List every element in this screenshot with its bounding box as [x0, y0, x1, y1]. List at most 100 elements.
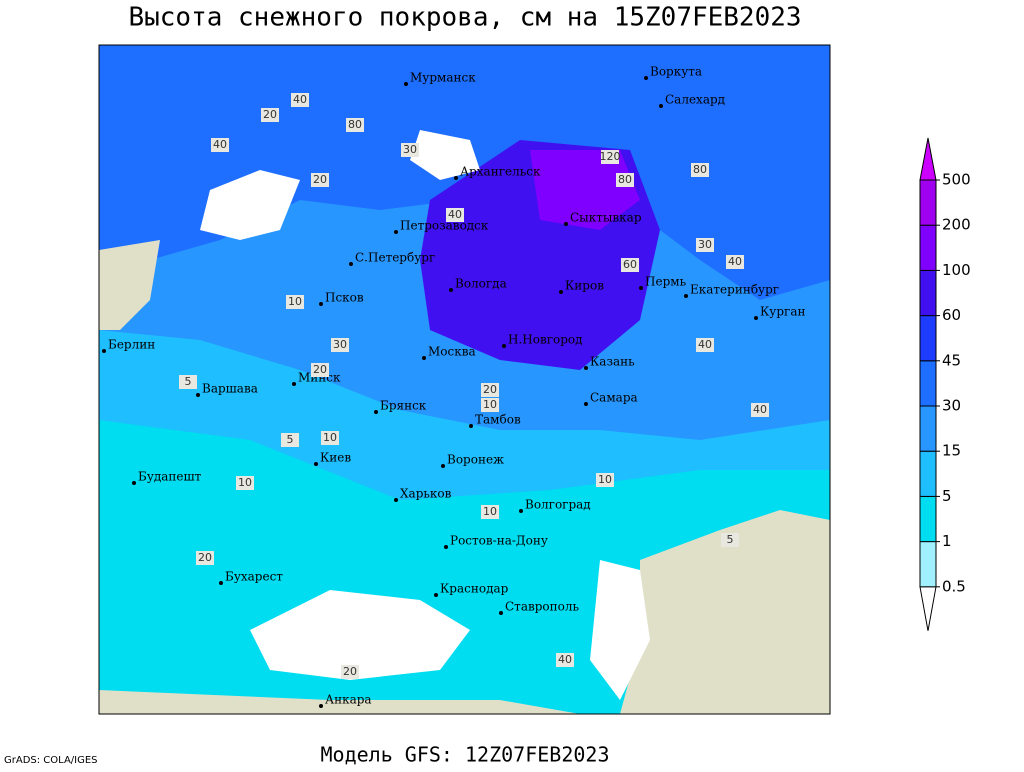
city-label: Архангельск: [460, 165, 541, 179]
contour-label: 40: [293, 93, 307, 106]
colorbar-label: 60: [942, 306, 961, 324]
city-dot: [422, 356, 426, 360]
contour-label: 30: [698, 238, 712, 251]
city-dot: [444, 545, 448, 549]
contour-label: 40: [753, 403, 767, 416]
city-dot: [502, 344, 506, 348]
city-label: Варшава: [202, 382, 258, 396]
contour-label-box: [401, 143, 419, 157]
contour-label: 10: [288, 295, 302, 308]
city-label: Бухарест: [225, 570, 283, 584]
contour-label-box: [179, 375, 197, 389]
contour-label: 120: [600, 150, 621, 163]
contour-label-box: [341, 665, 359, 679]
city-dot: [394, 230, 398, 234]
colorbar-swatch: [919, 405, 937, 452]
city-label: Брянск: [380, 399, 427, 413]
credit: GrADS: COLA/IGES: [4, 755, 98, 766]
colorbar-swatch: [919, 179, 937, 226]
city-dot: [441, 464, 445, 468]
contour-label: 10: [598, 473, 612, 486]
contour-label-box: [261, 108, 279, 122]
city-dot: [499, 611, 503, 615]
city-label: Киев: [320, 451, 351, 465]
contour-label-box: [751, 403, 769, 417]
city-dot: [469, 424, 473, 428]
colorbar-swatch: [919, 224, 937, 271]
city-dot: [449, 288, 453, 292]
city-label: Волгоград: [525, 498, 591, 512]
colorbar-label: 100: [942, 261, 971, 279]
city-dot: [292, 382, 296, 386]
colorbar-triangle: [919, 137, 937, 181]
city-label: Анкара: [325, 693, 372, 707]
city-dot: [374, 410, 378, 414]
contour-label: 5: [287, 433, 294, 446]
contour-label: 80: [618, 173, 632, 186]
contour-label: 20: [263, 108, 277, 121]
contour-label-box: [236, 476, 254, 490]
colorbar-label: 200: [942, 216, 971, 234]
city-label: Казань: [590, 355, 635, 369]
contour-label-box: [286, 295, 304, 309]
city-dot: [684, 294, 688, 298]
contour-label-box: [481, 505, 499, 519]
city-label: Самара: [590, 391, 638, 405]
city-label: Салехард: [665, 93, 725, 107]
contour-label: 20: [313, 173, 327, 186]
city-label: Мурманск: [410, 71, 476, 85]
city-label: Пермь: [645, 275, 687, 289]
city-dot: [559, 290, 563, 294]
city-dot: [754, 316, 758, 320]
colorbar-label: 30: [942, 397, 961, 415]
colorbar-swatch: [919, 360, 937, 407]
city-dot: [219, 581, 223, 585]
contour-label: 80: [693, 163, 707, 176]
contour-label-box: [481, 383, 499, 397]
colorbar-label: 0.5: [942, 577, 966, 595]
city-dot: [519, 509, 523, 513]
city-dot: [454, 176, 458, 180]
city-label: Берлин: [108, 338, 155, 352]
title: Высота снежного покрова, см на 15Z07FEB2…: [128, 3, 801, 33]
contour-label: 20: [313, 363, 327, 376]
city-label: Краснодар: [440, 582, 509, 596]
city-label: Тамбов: [475, 413, 521, 427]
colorbar-label: 5: [942, 487, 952, 505]
city-dot: [394, 498, 398, 502]
city-dot: [404, 82, 408, 86]
city-label: Харьков: [400, 487, 452, 501]
city-dot: [639, 286, 643, 290]
contour-label: 60: [623, 258, 637, 271]
city-label: Курган: [760, 305, 805, 319]
contour-label: 10: [238, 476, 252, 489]
colorbar-swatch: [919, 541, 937, 588]
city-dot: [319, 704, 323, 708]
contour-label: 20: [343, 665, 357, 678]
contour-label: 30: [403, 143, 417, 156]
contour-label-box: [311, 173, 329, 187]
colorbar-triangle: [919, 586, 937, 631]
contour-label-box: [196, 551, 214, 565]
contour-label: 10: [483, 398, 497, 411]
city-dot: [132, 481, 136, 485]
contour-label-box: [346, 118, 364, 132]
contour-label-box: [556, 653, 574, 667]
city-label: Ростов-на-Дону: [450, 534, 548, 548]
contour-label-box: [616, 173, 634, 187]
city-label: Москва: [428, 345, 476, 359]
city-label: Воркута: [650, 65, 702, 79]
contour-label: 40: [213, 138, 227, 151]
contour-label-box: [446, 208, 464, 222]
map: [98, 44, 831, 715]
contour-label: 5: [185, 375, 192, 388]
contour-label-box: [596, 473, 614, 487]
city-label: Екатеринбург: [690, 283, 779, 297]
city-label: Н.Новгород: [508, 333, 583, 347]
contour-label-box: [321, 431, 339, 445]
city-dot: [564, 222, 568, 226]
city-label: Киров: [565, 279, 604, 293]
city-label: Петрозаводск: [400, 219, 489, 233]
colorbar-label: 500: [942, 171, 971, 189]
city-label: Минск: [298, 371, 341, 385]
